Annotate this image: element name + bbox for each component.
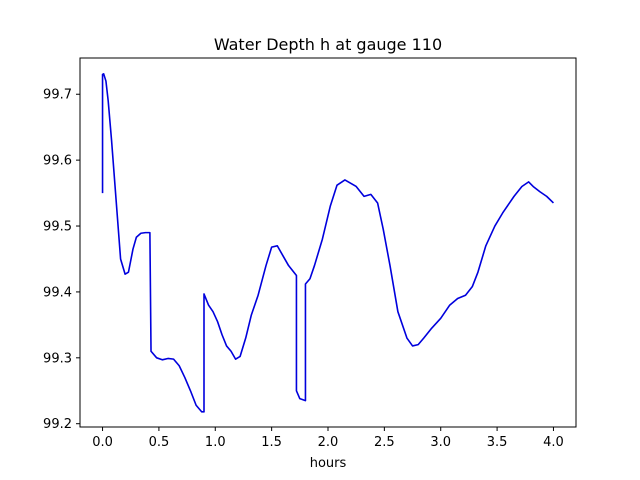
x-tick-label: 1.0 bbox=[205, 435, 226, 450]
x-tick-label: 2.5 bbox=[374, 435, 395, 450]
y-tick-label: 99.6 bbox=[43, 154, 72, 169]
axes-frame bbox=[79, 57, 577, 428]
y-tick-label: 99.5 bbox=[43, 220, 72, 235]
y-tick-label: 99.3 bbox=[43, 351, 72, 366]
x-tick-label: 1.5 bbox=[261, 435, 282, 450]
y-tick-label: 99.2 bbox=[43, 417, 72, 432]
x-tick-label: 3.5 bbox=[487, 435, 508, 450]
y-tick-label: 99.7 bbox=[43, 88, 72, 103]
chart-title: Water Depth h at gauge 110 bbox=[214, 35, 442, 54]
x-tick-label: 0.0 bbox=[92, 435, 113, 450]
axis-ticks: 0.0 0.5 1.0 1.5 2.0 2.5 3.0 3.5 4.0 99.2 99.3 99.4 9… bbox=[43, 88, 564, 450]
plot-area bbox=[101, 73, 555, 413]
series-line-0 bbox=[101, 73, 555, 413]
x-tick-label: 2.0 bbox=[318, 435, 339, 450]
x-tick-label: 0.5 bbox=[149, 435, 170, 450]
x-tick-label: 3.0 bbox=[430, 435, 451, 450]
x-tick-label: 4.0 bbox=[543, 435, 564, 450]
x-axis-label: hours bbox=[310, 456, 347, 471]
y-tick-label: 99.4 bbox=[43, 285, 72, 300]
